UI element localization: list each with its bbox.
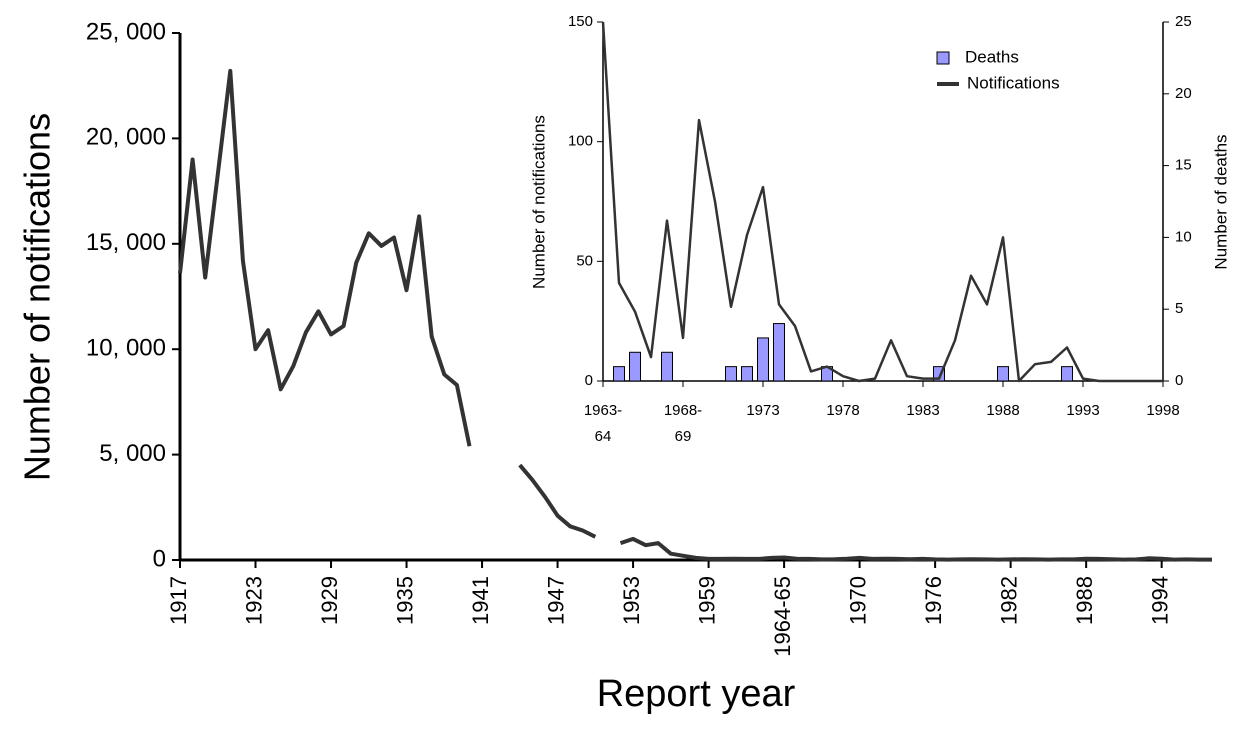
- x-tick-label: 1935: [392, 576, 417, 625]
- inset-x-tick-label: 1968-69: [664, 402, 702, 445]
- x-tick-label: 1959: [694, 576, 719, 625]
- legend-label: Notifications: [967, 73, 1060, 92]
- line: [178, 68, 1212, 562]
- bar: [725, 366, 737, 382]
- x-tick-label: 1970: [845, 576, 870, 625]
- bar: [773, 323, 785, 382]
- inset-y-tick-label: 0: [585, 372, 593, 389]
- legend-label: Deaths: [965, 47, 1019, 66]
- inset-y2-tick-label: 5: [1175, 300, 1183, 317]
- bar: [741, 366, 753, 382]
- inset-y-axis-title: Number of notifications: [529, 115, 548, 289]
- y-axis-title: Number of notifications: [17, 113, 58, 481]
- inset-y2-tick-label: 0: [1175, 372, 1183, 389]
- y-tick-label: 15, 000: [86, 229, 166, 256]
- inset-y2-tick-label: 25: [1175, 13, 1192, 30]
- x-tick-label: 1923: [241, 576, 266, 625]
- x-tick-label: 1982: [996, 576, 1021, 625]
- x-axis-title: Report year: [597, 673, 796, 715]
- bar: [613, 366, 625, 382]
- inset-x-tick-label: 1998: [1146, 402, 1179, 419]
- inset-x-tick-label: 1993: [1066, 402, 1099, 419]
- x-tick-label: 1976: [921, 576, 946, 625]
- inset-x-tick-label: 1978: [826, 402, 859, 419]
- inset-x-tick-label: 1983: [906, 402, 939, 419]
- y-tick-label: 10, 000: [86, 335, 166, 362]
- bar: [1061, 366, 1073, 382]
- inset-y-tick-label: 150: [568, 13, 593, 30]
- inset-y-tick-label: 50: [576, 252, 593, 269]
- inset-x-tick-label: 1973: [746, 402, 779, 419]
- y-tick-label: 20, 000: [86, 124, 166, 151]
- bar: [629, 351, 641, 382]
- y-tick-label: 25, 000: [86, 18, 166, 45]
- x-tick-label: 1994: [1147, 576, 1172, 625]
- x-tick-label: 1964-65: [770, 576, 795, 657]
- x-tick-label: 1917: [166, 576, 191, 625]
- legend-swatch: [936, 51, 950, 65]
- x-tick-label: 1988: [1072, 576, 1097, 625]
- x-tick-label: 1953: [619, 576, 644, 625]
- inset-y-tick-label: 100: [568, 133, 593, 150]
- inset-y2-tick-label: 10: [1175, 228, 1192, 245]
- x-tick-label: 1947: [543, 576, 568, 625]
- bar: [997, 366, 1009, 382]
- y-tick-label: 5, 000: [99, 440, 166, 467]
- inset-y2-tick-label: 15: [1175, 157, 1192, 174]
- line: [601, 21, 1163, 383]
- inset-y2-tick-label: 20: [1175, 85, 1192, 102]
- inset-x-tick-label: 1988: [986, 402, 1019, 419]
- x-tick-label: 1929: [317, 576, 342, 625]
- bar: [757, 337, 769, 382]
- bar: [933, 366, 945, 382]
- y-tick-label: 0: [153, 545, 166, 572]
- bar: [661, 351, 673, 382]
- inset-y2-axis-title: Number of deaths: [1211, 134, 1230, 269]
- inset-x-tick-label: 1963-64: [584, 402, 622, 445]
- x-tick-label: 1941: [468, 576, 493, 625]
